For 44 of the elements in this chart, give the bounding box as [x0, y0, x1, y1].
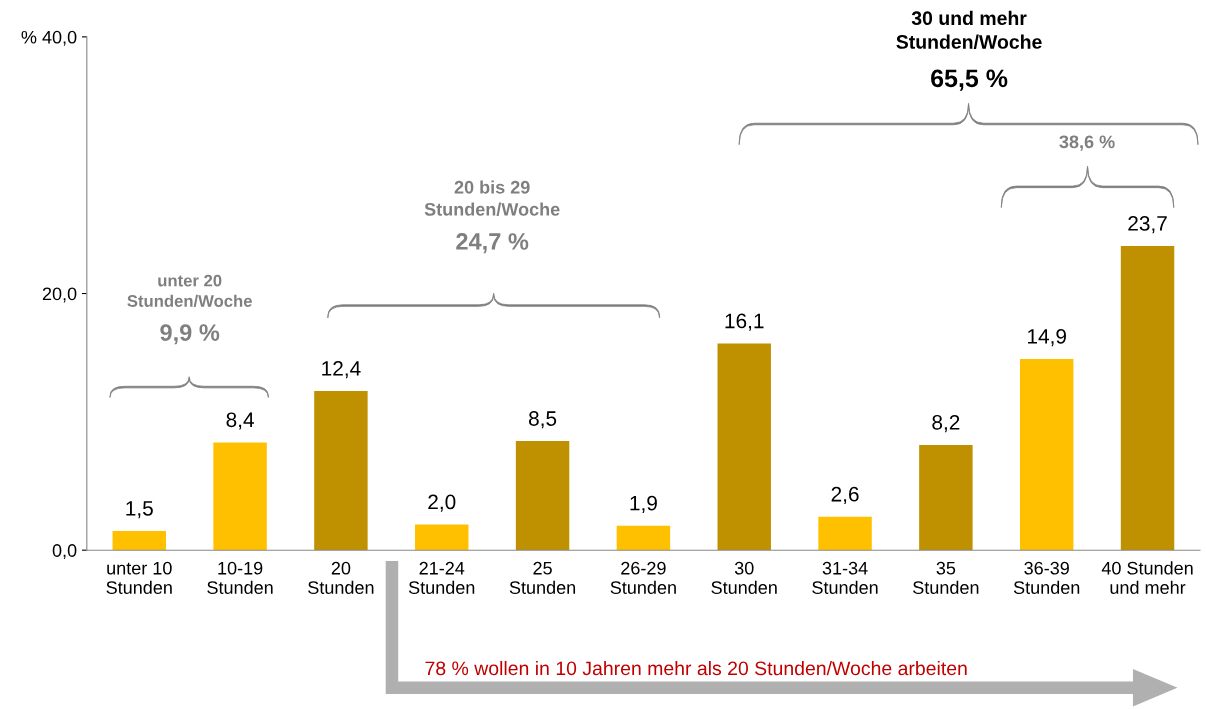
- x-tick-label: 31-34 Stunden: [812, 561, 878, 595]
- y-tick-label: 0,0: [52, 544, 77, 560]
- bar: [1019, 358, 1074, 551]
- data-label: 12,4: [322, 361, 361, 379]
- x-tick-label: 26-29 Stunden: [610, 561, 676, 595]
- annotation: 38,6 %: [1059, 135, 1115, 151]
- data-label: 2,0: [428, 494, 456, 512]
- bar: [818, 516, 872, 551]
- annotation: 65,5 %: [931, 69, 1008, 91]
- data-label: 2,6: [831, 486, 859, 505]
- y-tick-label: 20,0: [42, 287, 77, 303]
- data-label: 8,5: [529, 411, 557, 429]
- data-label: 1,9: [630, 495, 657, 514]
- bar: [717, 343, 771, 551]
- annotation: 20 bis 29 Stunden/Woche: [424, 180, 560, 216]
- bar: [1120, 246, 1175, 551]
- bar: [112, 530, 166, 551]
- text: 78 % wollen in 10 Jahren mehr als 20 Stunden/Woche arbeiten: [425, 660, 967, 676]
- x-tick-label: unter 10 Stunden: [106, 561, 172, 595]
- bar: [515, 441, 570, 551]
- bar: [616, 525, 671, 551]
- x-tick-label: 35 Stunden: [913, 561, 979, 595]
- annotation: 30 und mehr Stunden/Woche: [896, 10, 1042, 50]
- x-tick-label: 40 Stunden und mehr: [1101, 561, 1193, 595]
- annotation: 24,7 %: [456, 233, 529, 254]
- data-label: 14,9: [1028, 328, 1066, 347]
- x-tick-label: 25 Stunden: [509, 561, 576, 595]
- bar: [213, 442, 267, 551]
- data-label: 16,1: [725, 313, 764, 331]
- annotation: 9,9 %: [160, 324, 220, 345]
- data-label: 8,2: [932, 414, 960, 433]
- bar: [415, 524, 469, 551]
- x-tick-label: 21-24 Stunden: [408, 561, 475, 595]
- data-label: 8,4: [226, 412, 254, 430]
- x-tick-label: 10-19 Stunden: [207, 561, 273, 595]
- y-tick-label: % 40,0: [21, 30, 77, 46]
- x-tick-label: 20 Stunden: [308, 561, 374, 595]
- x-tick-label: 30 Stunden: [711, 561, 777, 595]
- bar: [314, 391, 368, 551]
- x-tick-label: 36-39 Stunden: [1013, 561, 1080, 595]
- annotation: unter 20 Stunden/Woche: [127, 274, 252, 308]
- bar: [919, 444, 973, 551]
- data-label: 1,5: [126, 501, 153, 519]
- data-label: 23,7: [1128, 216, 1167, 234]
